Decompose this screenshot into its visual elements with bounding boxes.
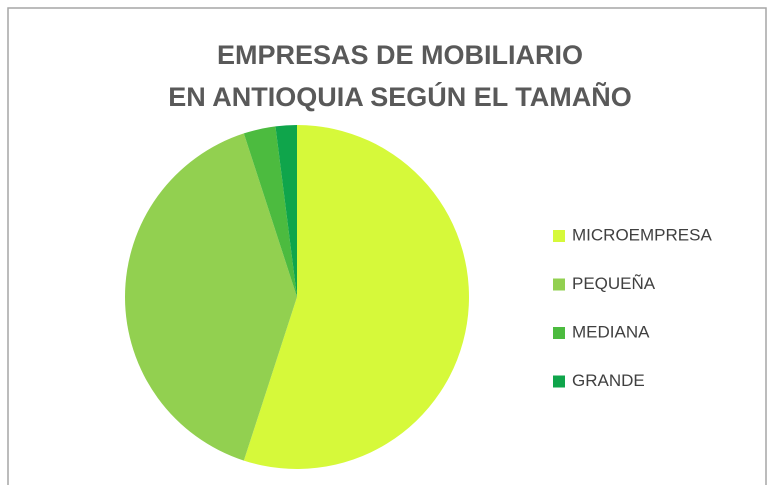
chart-title: EMPRESAS DE MOBILIARIO EN ANTIOQUIA SEGÚN… (168, 40, 632, 112)
chart-frame (7, 7, 767, 485)
legend-label: PEQUEÑA (572, 274, 656, 293)
legend-swatch (553, 375, 565, 388)
legend-swatch (553, 327, 565, 339)
pie-slice (243, 125, 470, 470)
legend-swatch (553, 278, 565, 291)
pie-slice (275, 125, 297, 297)
legend-swatch (553, 230, 565, 242)
legend-label: GRANDE (572, 371, 645, 390)
pie-slice (125, 133, 298, 461)
legend-label: MICROEMPRESA (572, 225, 712, 244)
legend-label: MEDIANA (572, 322, 650, 341)
pie-slice (243, 126, 297, 298)
